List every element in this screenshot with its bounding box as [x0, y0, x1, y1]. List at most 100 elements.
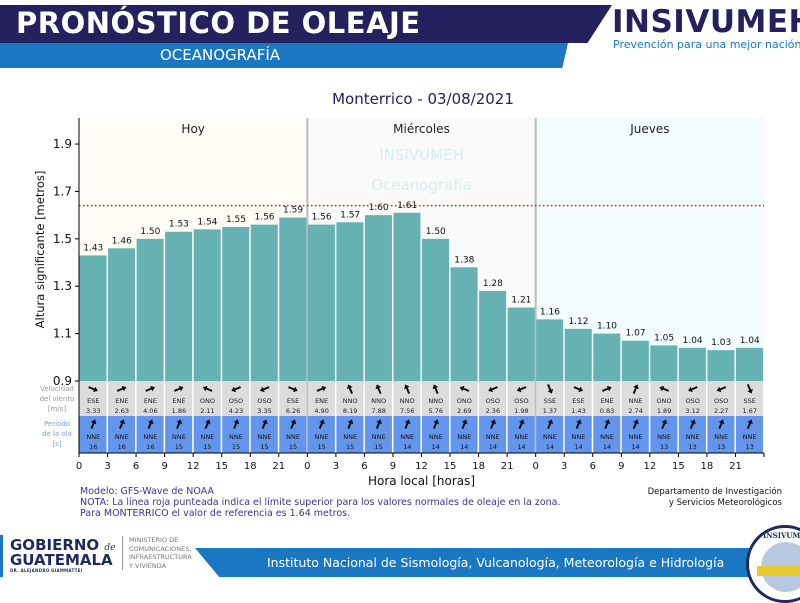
y-tick-label: 1.7: [53, 184, 72, 198]
wind-arrow-icon: [659, 385, 670, 392]
wind-speed: 7.88: [371, 407, 385, 415]
x-tick-label: 18: [701, 461, 714, 472]
wave-period: 13: [660, 443, 668, 451]
bar-value-label: 1.38: [454, 255, 474, 265]
wind-cell: [222, 381, 250, 416]
wind-direction: ESE: [87, 397, 99, 405]
day-label: Jueves: [629, 122, 669, 136]
brand-logo: INSIVUMEH: [612, 4, 800, 40]
bar-value-label: 1.10: [597, 322, 617, 332]
gov-accent: [0, 535, 3, 577]
wave-direction: NNE: [201, 433, 215, 441]
wave-direction: NNE: [629, 433, 643, 441]
bar-value-label: 1.04: [683, 336, 703, 346]
bar: [393, 212, 421, 381]
wave-direction: NNE: [514, 433, 528, 441]
wind-arrow-icon: [88, 386, 98, 393]
wind-direction: ENE: [115, 397, 128, 405]
wind-arrow-icon: [573, 386, 584, 393]
wind-arrow-icon: [173, 385, 184, 392]
wave-period: 14: [403, 443, 411, 451]
bar: [593, 333, 621, 381]
wind-arrow-icon: [231, 386, 241, 393]
y-axis-label: Altura significante [metros]: [33, 171, 47, 329]
x-tick-label: 0: [76, 461, 82, 472]
y-tick-label: 0.9: [53, 374, 72, 388]
bar-value-label: 1.60: [369, 203, 389, 213]
wind-speed: 2.74: [628, 407, 642, 415]
wind-direction: ONO: [457, 397, 472, 405]
day-label: Miércoles: [393, 122, 450, 136]
bar-value-label: 1.54: [197, 217, 217, 227]
wind-arrow-icon: [202, 385, 213, 392]
wave-direction-arrow-icon: [632, 419, 639, 430]
ministry-line: Y VIVIENDA: [129, 561, 167, 570]
bar: [193, 229, 221, 381]
bar: [307, 224, 335, 381]
reference-note: NOTA: La línea roja punteada indica el l…: [80, 497, 561, 508]
y-tick-label: 1.5: [53, 232, 72, 246]
wind-direction: ENE: [315, 397, 328, 405]
bar-value-label: 1.21: [511, 296, 531, 306]
institute-name: Instituto Nacional de Sismología, Vulcan…: [267, 555, 725, 570]
bar-value-label: 1.28: [483, 279, 503, 289]
wind-direction: OSO: [257, 397, 271, 405]
wave-direction: NNE: [429, 433, 443, 441]
x-tick-label: 18: [244, 461, 257, 472]
y-tick-label: 1.3: [53, 279, 72, 293]
wind-direction: NNO: [343, 397, 358, 405]
ministry-line: MINISTERIO DE: [129, 536, 179, 544]
wind-direction: OSO: [685, 397, 699, 405]
wind-speed: 3.35: [257, 407, 271, 415]
wave-direction: NNE: [172, 433, 186, 441]
header-subband: [0, 43, 568, 68]
wave-direction-arrow-icon: [347, 419, 354, 430]
period-row-label: [s]: [52, 440, 61, 448]
wind-cell: [136, 381, 164, 416]
wind-cell: [678, 381, 706, 416]
reference-value-note: Para MONTERRICO el valor de referencia e…: [80, 508, 351, 519]
wind-cell: [108, 381, 136, 416]
ministry-line: INFRAESTRUCTURA: [129, 553, 192, 561]
wave-period: 13: [717, 443, 725, 451]
x-tick-label: 12: [643, 461, 656, 472]
bar: [678, 347, 706, 381]
wind-arrow-icon: [547, 383, 554, 394]
wave-direction: NNE: [657, 433, 671, 441]
wave-direction-arrow-icon: [404, 419, 411, 430]
bar: [650, 345, 678, 381]
wind-direction: ENE: [144, 397, 157, 405]
bar: [136, 238, 164, 381]
bar: [279, 217, 307, 381]
insivumeh-seal: INSIVUMEH: [746, 525, 800, 603]
wind-arrow-icon: [746, 383, 753, 394]
gov-de: de: [104, 543, 116, 553]
model-note: Modelo: GFS-Wave de NOAA: [80, 486, 214, 497]
wave-direction: NNE: [600, 433, 614, 441]
wind-speed: 5.76: [429, 407, 443, 415]
bar-value-label: 1.12: [568, 317, 588, 327]
chart-title: Monterrico - 03/08/2021: [332, 90, 514, 108]
wind-arrow-icon: [316, 385, 327, 392]
bar: [165, 231, 193, 381]
wave-direction: NNE: [286, 433, 300, 441]
wind-cell: [707, 381, 735, 416]
wind-cell: [507, 381, 535, 416]
wave-period: 15: [289, 443, 297, 451]
wave-period: 13: [746, 443, 754, 451]
bar: [479, 290, 507, 381]
wave-direction: NNE: [143, 433, 157, 441]
x-tick-label: 6: [133, 461, 139, 472]
wave-direction-arrow-icon: [90, 419, 97, 430]
wave-direction: NNE: [86, 433, 100, 441]
department: Departamento de Investigación y Servicio…: [648, 487, 782, 509]
wind-arrow-icon: [459, 385, 470, 392]
wind-direction: ONO: [657, 397, 672, 405]
wind-speed: 4.23: [229, 407, 243, 415]
bar-value-label: 1.53: [169, 220, 189, 230]
watermark: INSIVUMEH: [379, 146, 464, 164]
wave-direction-arrow-icon: [461, 419, 468, 430]
x-tick-label: 0: [304, 461, 310, 472]
wind-speed: 4.06: [143, 407, 157, 415]
bar: [364, 215, 392, 381]
